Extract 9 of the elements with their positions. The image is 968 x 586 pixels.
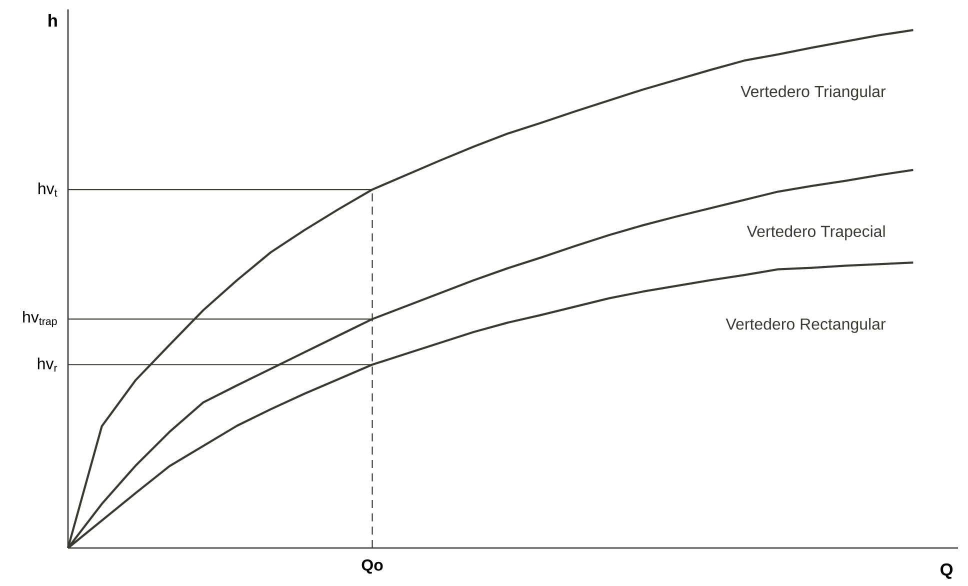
- series-label: Vertedero Triangular: [740, 85, 886, 100]
- text: Vertedero Rectangular: [726, 318, 886, 333]
- ref-line-label: hv$_{r}$: [38, 358, 58, 372]
- ref-line-label: hv$_{trap}$: [23, 310, 57, 328]
- y-axis-title: h: [48, 14, 57, 27]
- text: Qo: [362, 559, 383, 574]
- ref-line-label: hv$_{t}$: [38, 182, 58, 197]
- series-label: Vertedero Trapecial: [746, 225, 885, 240]
- x-axis-title: Q: [940, 563, 953, 579]
